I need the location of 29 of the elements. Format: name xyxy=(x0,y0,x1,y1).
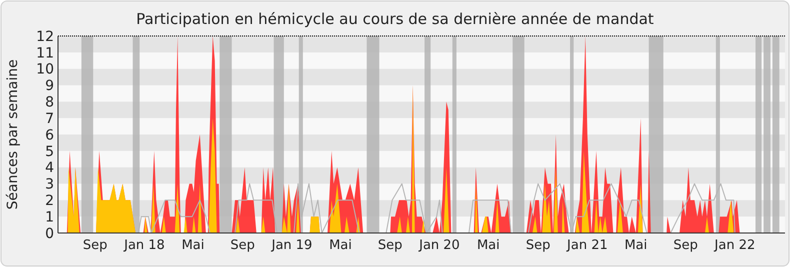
x-tick-label: Sep xyxy=(230,238,255,253)
chart-title: Participation en hémicycle au cours de sa dernière année de mandat xyxy=(136,10,654,28)
y-tick-label: 3 xyxy=(45,176,54,193)
x-tick-label: Sep xyxy=(673,238,698,253)
x-tick-label: Jan 21 xyxy=(566,238,608,253)
x-tick-label: Sep xyxy=(526,238,550,253)
x-tick-label: Mai xyxy=(182,238,204,253)
y-tick-label: 2 xyxy=(45,193,54,210)
y-tick-label: 0 xyxy=(45,226,54,242)
x-tick-label: Mai xyxy=(476,238,500,253)
y-tick-label: 12 xyxy=(36,28,54,45)
y-tick-label: 7 xyxy=(45,110,54,127)
x-tick-label: Jan 19 xyxy=(270,238,312,253)
y-tick-label: 1 xyxy=(45,209,54,226)
x-tick-label: Jan 22 xyxy=(714,238,756,253)
y-axis-title: Séances par semaine xyxy=(5,59,21,210)
x-tick-label: Sep xyxy=(82,238,108,253)
y-tick-label: 4 xyxy=(45,160,54,176)
y-tick-label: 5 xyxy=(45,144,54,160)
y-tick-label: 8 xyxy=(45,94,54,111)
y-tick-label: 10 xyxy=(36,62,54,78)
x-tick-label: Jan 18 xyxy=(123,238,165,253)
y-tick-label: 9 xyxy=(45,78,54,94)
x-tick-label: Sep xyxy=(378,238,402,253)
y-tick-label: 11 xyxy=(36,45,54,62)
x-tick-label: Mai xyxy=(329,238,352,253)
y-tick-label: 6 xyxy=(45,127,54,144)
x-tick-label: Mai xyxy=(624,238,648,253)
x-tick-label: Jan 20 xyxy=(418,238,460,253)
